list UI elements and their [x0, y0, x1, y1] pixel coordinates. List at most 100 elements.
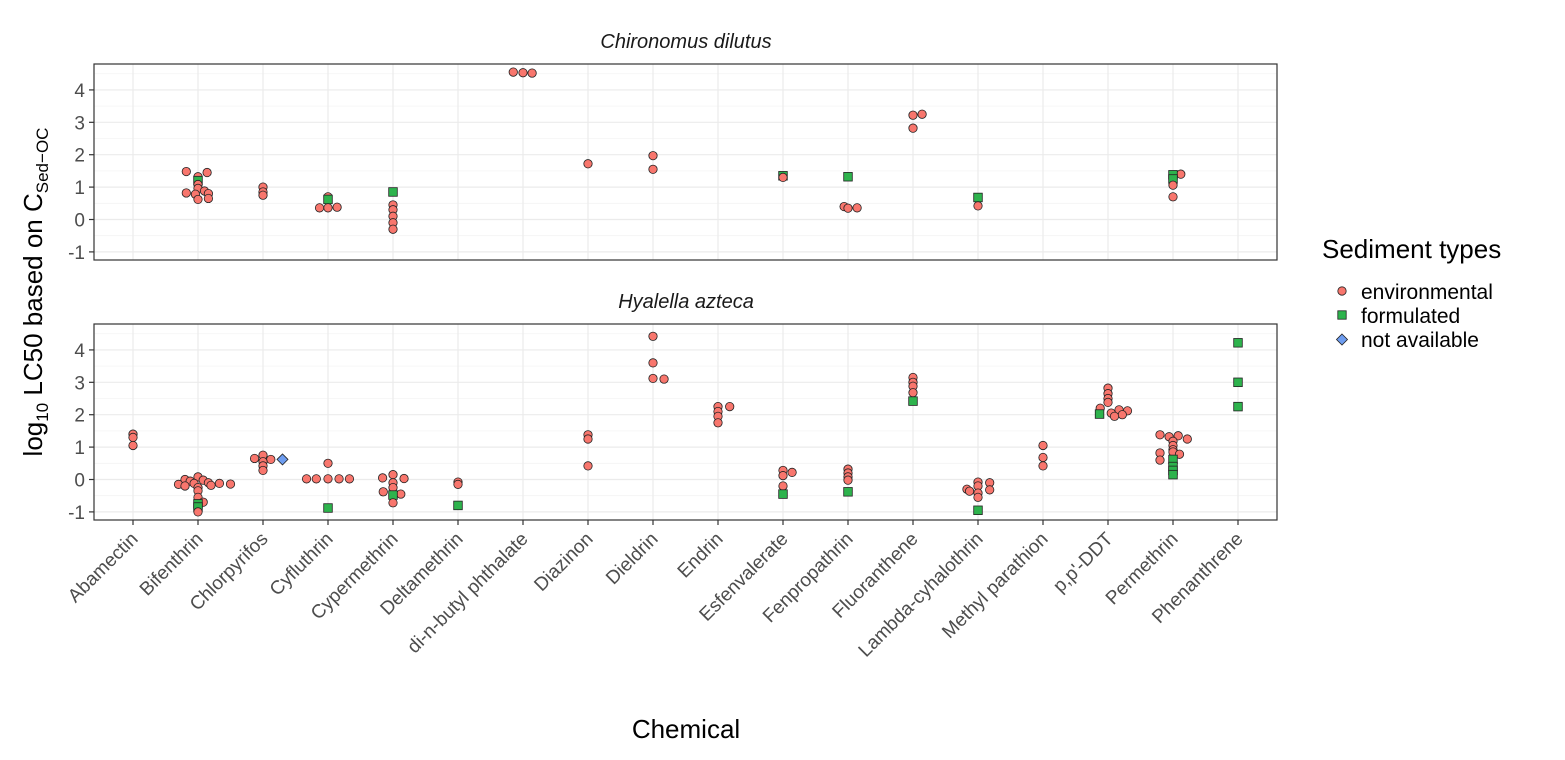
point-fluoranthene-environmental [908, 388, 918, 398]
point-dieldrin-environmental [648, 164, 658, 174]
point-lambda-cyhalothrin-environmental [973, 201, 983, 211]
point-abamectin-environmental [128, 440, 138, 451]
point-bifenthrin-environmental [181, 188, 191, 198]
panel-hyalella-azteca: Hyalella azteca -1 0 1 2 3 4 [68, 291, 1278, 524]
panel-0-y-axis: -1 0 1 2 3 4 [68, 81, 94, 264]
point-esfenvalerate-environmental [787, 467, 797, 477]
point-permethrin-environmental [1155, 430, 1165, 440]
point-bifenthrin-environmental [193, 507, 203, 517]
point-fenpropathrin-formulated [843, 172, 853, 182]
point-permethrin-formulated [1168, 469, 1178, 480]
y-axis-title-subscript: Sed−OC [33, 128, 52, 194]
point-lambda-cyhalothrin-formulated [973, 192, 983, 203]
point-p-p-ddt-environmental [1103, 397, 1113, 407]
point-cypermethrin-environmental [399, 473, 409, 484]
x-axis-title: Chemical [632, 714, 740, 744]
legend-item-environmental: environmental [1337, 281, 1493, 304]
x-axis: AbamectinBifenthrinChlorpyrifosCyfluthri… [64, 520, 1248, 662]
y-tick-label: 1 [74, 438, 85, 459]
point-cyfluthrin-environmental [332, 202, 342, 212]
point-esfenvalerate-formulated [778, 489, 788, 499]
point-phenanthrene-formulated [1233, 377, 1243, 388]
point-cyfluthrin-formulated [323, 503, 333, 513]
x-tick-label-lambda-cyhalothrin: Lambda-cyhalothrin [855, 529, 988, 662]
panel-chironomus-dilutus: Chironomus dilutus -1 0 1 2 3 4 [68, 31, 1278, 264]
point-methyl-parathion-environmental [1038, 452, 1048, 463]
x-tick-label-di-n-butyl-phthalate: di-n-butyl phthalate [403, 529, 532, 658]
y-axis-title-log-sub: 10 [33, 403, 52, 422]
y-tick-label: 3 [74, 373, 85, 394]
point-fluoranthene-formulated [908, 396, 918, 406]
point-chlorpyrifos-environmental [266, 454, 276, 465]
point-permethrin-environmental [1182, 434, 1192, 444]
point-cypermethrin-environmental [396, 489, 406, 499]
panel-0-grid [94, 64, 1277, 260]
point-bifenthrin-environmental [206, 480, 216, 490]
x-tick-label-diazinon: Diazinon [530, 529, 597, 596]
panel-0-points [181, 67, 1186, 234]
y-tick-label: 4 [74, 341, 85, 362]
legend-title: Sediment types [1322, 234, 1501, 264]
point-fluoranthene-environmental [917, 109, 927, 119]
point-diazinon-environmental [583, 159, 593, 169]
panel-title-chironomus: Chironomus dilutus [600, 31, 771, 53]
point-esfenvalerate-environmental [778, 172, 788, 182]
point-cyfluthrin-environmental [314, 203, 325, 213]
y-tick-label: 0 [74, 211, 85, 232]
point-lambda-cyhalothrin-environmental [985, 485, 995, 495]
point-cypermethrin-environmental [388, 470, 398, 480]
point-bifenthrin-environmental [225, 479, 236, 489]
point-endrin-environmental [725, 402, 735, 412]
point-cypermethrin-environmental [388, 498, 398, 508]
point-cyfluthrin-environmental [301, 474, 312, 484]
y-tick-label: -1 [68, 243, 85, 264]
panel-1-points [128, 331, 1243, 517]
point-dieldrin-environmental [648, 331, 658, 341]
point-cypermethrin-formulated [388, 490, 398, 500]
point-phenanthrene-formulated [1233, 401, 1243, 412]
point-bifenthrin-environmental [180, 481, 190, 491]
point-cyfluthrin-environmental [323, 474, 333, 484]
point-dieldrin-environmental [648, 151, 658, 161]
panel-1-background [94, 324, 1277, 520]
point-permethrin-environmental [1176, 169, 1186, 179]
point-bifenthrin-environmental [181, 166, 191, 177]
point-chlorpyrifos-environmental [258, 465, 268, 476]
point-cyfluthrin-formulated [323, 194, 333, 205]
panel-1-border [93, 323, 1278, 521]
point-deltamethrin-formulated [453, 500, 463, 511]
point-cyfluthrin-environmental [344, 474, 355, 484]
point-bifenthrin-environmental [193, 194, 203, 205]
point-chlorpyrifos-environmental [258, 190, 268, 200]
y-axis-title-log: log [18, 422, 48, 457]
point-cyfluthrin-environmental [323, 458, 333, 468]
point-dieldrin-environmental [648, 373, 658, 384]
y-tick-label: 4 [74, 81, 85, 102]
point-cypermethrin-environmental [377, 473, 388, 483]
point-permethrin-environmental [1155, 455, 1165, 465]
point-p-p-ddt-environmental [1117, 410, 1127, 420]
point-lambda-cyhalothrin-environmental [964, 486, 975, 496]
point-methyl-parathion-environmental [1038, 461, 1048, 471]
point-permethrin-environmental [1168, 180, 1178, 190]
point-p-p-ddt-formulated [1094, 409, 1105, 419]
point-deltamethrin-environmental [453, 479, 463, 489]
point-fluoranthene-environmental [908, 123, 918, 133]
point-esfenvalerate-environmental [778, 471, 788, 481]
point-lambda-cyhalothrin-environmental [973, 492, 983, 502]
point-di-n-butyl-phthalate-environmental [527, 68, 537, 78]
point-abamectin-environmental [128, 432, 138, 442]
x-tick-label-endrin: Endrin [674, 529, 728, 583]
point-cypermethrin-formulated [388, 187, 398, 197]
y-tick-label: 2 [74, 406, 85, 427]
point-fenpropathrin-environmental [852, 203, 862, 213]
legend-key-not-available [1335, 333, 1349, 346]
point-fenpropathrin-environmental [843, 203, 853, 213]
point-cyfluthrin-environmental [323, 203, 333, 213]
point-methyl-parathion-environmental [1038, 440, 1048, 451]
point-diazinon-environmental [583, 434, 593, 444]
point-bifenthrin-environmental [203, 193, 213, 204]
point-diazinon-environmental [583, 461, 593, 471]
legend-label-formulated: formulated [1361, 305, 1460, 328]
